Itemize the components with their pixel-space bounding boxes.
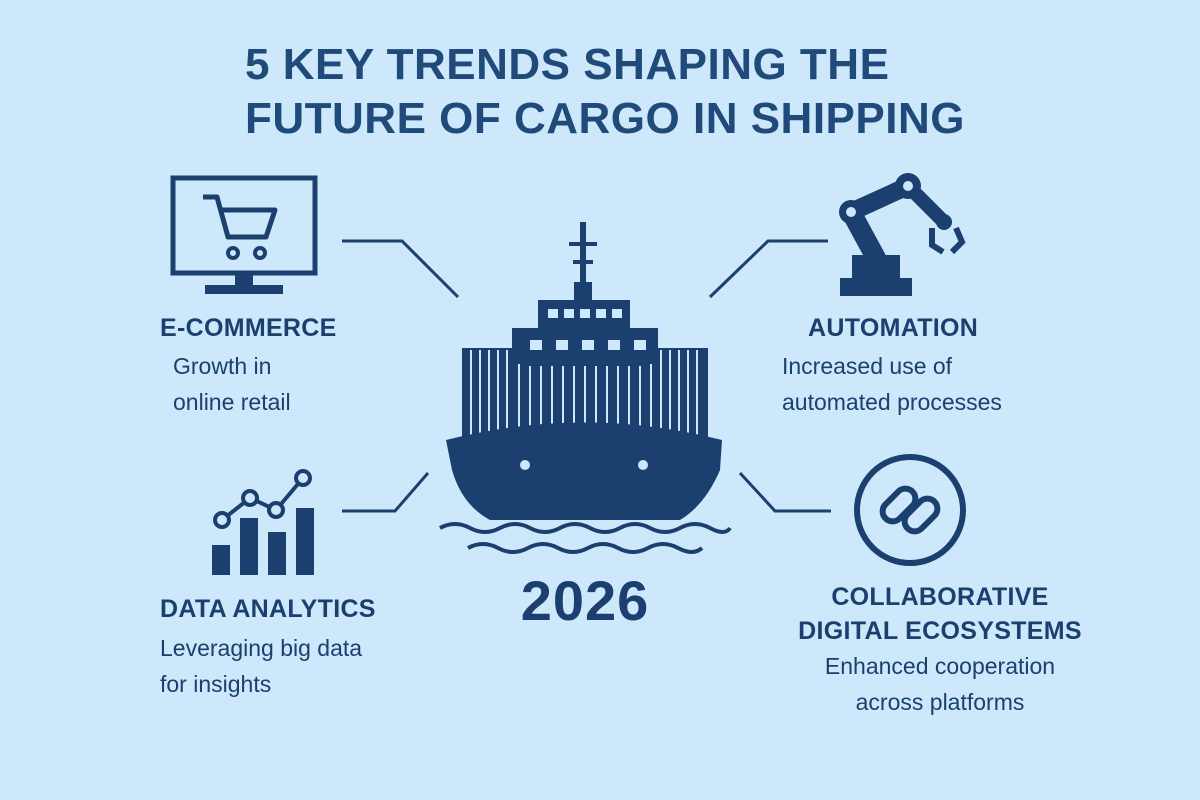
- chain-link-icon: [854, 454, 966, 566]
- trend-collaborative-heading: COLLABORATIVE DIGITAL ECOSYSTEMS: [780, 580, 1100, 648]
- trend-collaborative-heading-line-1: COLLABORATIVE: [831, 583, 1049, 611]
- connector-ecommerce: [342, 239, 460, 299]
- connector-lines: [342, 239, 831, 513]
- trend-ecommerce-heading: E-COMMERCE: [160, 314, 337, 342]
- title-line-2: FUTURE OF CARGO IN SHIPPING: [245, 94, 965, 143]
- trend-ecommerce-desc-line-1: Growth in: [173, 353, 272, 379]
- trend-collaborative-desc: Enhanced cooperation across platforms: [780, 648, 1100, 720]
- trend-ecommerce-desc: Growth in online retail: [173, 348, 291, 420]
- trend-automation-desc-line-2: automated processes: [782, 389, 1002, 415]
- trend-data-analytics-desc: Leveraging big data for insights: [160, 630, 362, 702]
- trend-data-analytics-desc-line-2: for insights: [160, 671, 272, 697]
- container-ship-illustration: [439, 222, 732, 554]
- trend-collaborative-desc-line-2: across platforms: [855, 689, 1025, 715]
- year-label: 2026: [520, 569, 650, 632]
- shopping-cart-monitor-icon: [170, 175, 318, 294]
- trend-automation-heading: AUTOMATION: [808, 314, 979, 342]
- title-line-1: 5 KEY TRENDS SHAPING THE: [245, 40, 890, 89]
- robotic-arm-icon: [839, 173, 966, 296]
- connector-automation: [708, 239, 828, 299]
- trend-ecommerce-desc-line-2: online retail: [173, 389, 291, 415]
- trend-collaborative-heading-line-2: DIGITAL ECOSYSTEMS: [798, 617, 1082, 645]
- trend-collaborative-desc-line-1: Enhanced cooperation: [824, 653, 1056, 679]
- connector-data-analytics: [342, 472, 430, 513]
- trend-automation-desc: Increased use of automated processes: [782, 348, 1002, 420]
- page-title: 5 KEY TRENDS SHAPING THE FUTURE OF CARGO…: [245, 38, 1145, 146]
- trend-data-analytics-desc-line-1: Leveraging big data: [160, 635, 363, 661]
- connector-collaborative: [738, 471, 831, 513]
- trend-data-analytics-heading: DATA ANALYTICS: [160, 595, 376, 623]
- trend-automation-desc-line-1: Increased use of: [782, 353, 953, 379]
- bar-chart-trend-icon: [212, 469, 314, 575]
